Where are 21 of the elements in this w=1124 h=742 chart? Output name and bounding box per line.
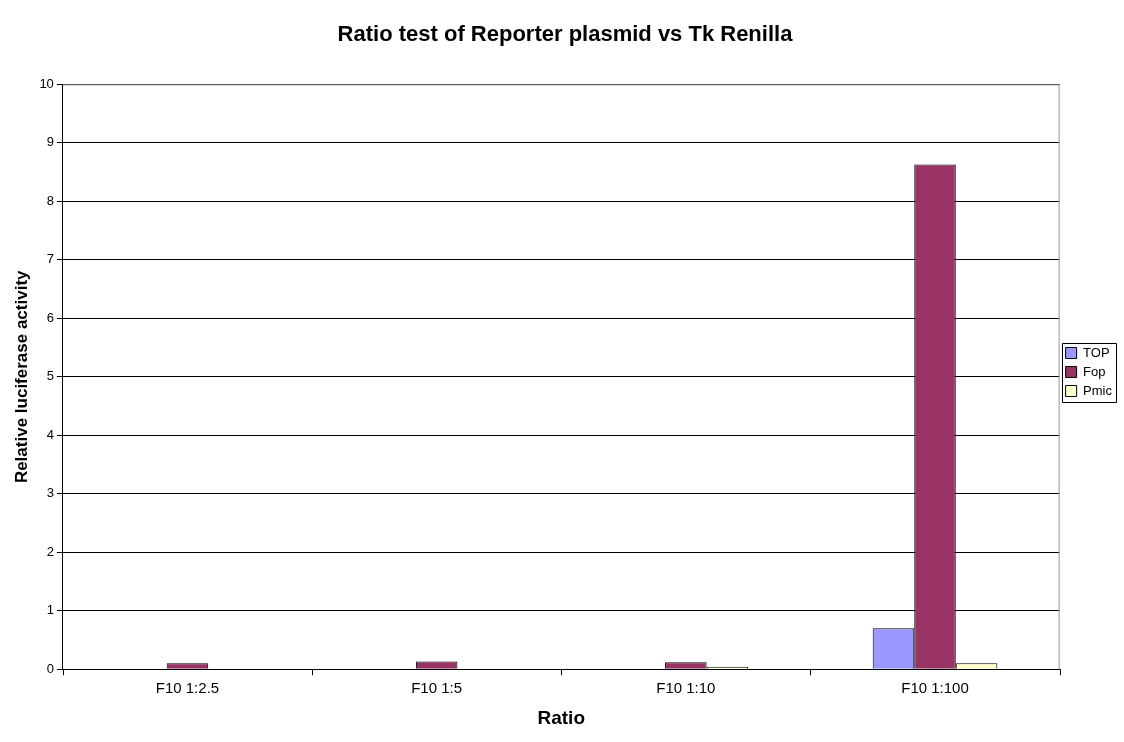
x-tick-label: F10 1:2.5 [155, 679, 220, 697]
x-tick-label: F10 1:100 [901, 679, 969, 697]
y-tick-label: 7 [46, 251, 54, 267]
y-tick-label: 10 [39, 75, 54, 91]
y-tick-label: 2 [46, 543, 54, 559]
legend-label: Pmic [1083, 382, 1113, 398]
x-tick-label: F10 1:5 [411, 679, 463, 697]
chart-title: Ratio test of Reporter plasmid vs Tk Renilla [337, 21, 794, 47]
y-tick-label: 4 [46, 426, 54, 442]
y-tick-label: 6 [46, 309, 54, 325]
x-axis-title: Ratio [537, 706, 585, 728]
x-tick-label: F10 1:10 [656, 679, 716, 697]
y-tick-label: 1 [46, 602, 54, 618]
y-tick-label: 9 [46, 134, 54, 150]
y-tick-label: 8 [46, 192, 54, 208]
y-tick-label: 5 [46, 368, 54, 384]
legend-label: Fop [1083, 363, 1106, 379]
y-tick-label: 0 [46, 660, 54, 676]
y-axis-title: Relative luciferase activity [11, 269, 31, 484]
y-tick-label: 3 [46, 485, 54, 501]
legend-label: TOP [1083, 344, 1110, 360]
